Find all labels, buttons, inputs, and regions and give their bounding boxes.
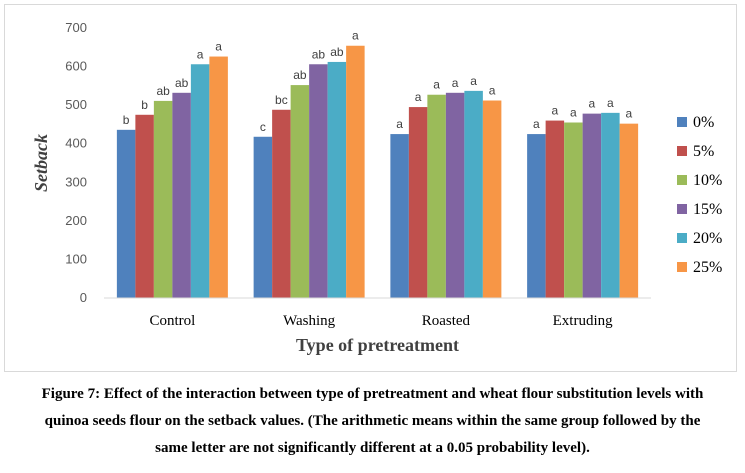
- y-axis-ticks: 0 100 200 300 400 500 600 700: [65, 20, 87, 305]
- bar: [309, 64, 328, 298]
- significance-letter: ab: [293, 68, 307, 82]
- bars: [116, 45, 639, 299]
- significance-letter: b: [141, 98, 148, 112]
- bar: [153, 100, 173, 299]
- y-tick-label: 100: [65, 251, 87, 266]
- y-tick-label: 500: [65, 97, 87, 112]
- bar: [482, 100, 502, 298]
- significance-letter: a: [452, 76, 459, 90]
- legend-label: 15%: [693, 201, 722, 218]
- caption-line-2: quinoa seeds flour on the setback values…: [44, 413, 701, 429]
- legend-swatch: [677, 233, 687, 243]
- significance-letter: a: [552, 104, 559, 118]
- significance-letter: ab: [156, 84, 170, 98]
- significance-letter: a: [533, 117, 540, 131]
- bar: [346, 45, 365, 298]
- significance-letter: a: [215, 40, 222, 54]
- legend-label: 0%: [693, 114, 714, 131]
- significance-letter: a: [489, 84, 496, 98]
- y-tick-label: 400: [65, 136, 87, 151]
- significance-letter: a: [352, 29, 359, 43]
- x-category-label: Washing: [283, 313, 336, 329]
- bar: [253, 136, 273, 298]
- legend-swatch: [677, 262, 687, 272]
- bar: [408, 107, 428, 298]
- bar: [582, 113, 602, 298]
- chart-frame: 0 100 200 300 400 500 600 700 b b ab ab a a c bc ab ab ab…: [4, 4, 737, 372]
- legend-label: 25%: [693, 259, 722, 276]
- significance-letter: a: [470, 74, 477, 88]
- legend: 0% 5% 10% 15% 20% 25%: [677, 114, 722, 276]
- caption-line-3: same letter are not significantly differ…: [155, 440, 590, 456]
- significance-letter: a: [415, 90, 422, 104]
- bar: [190, 64, 210, 298]
- caption-line-1: Figure 7: Effect of the interaction betw…: [41, 386, 704, 402]
- bar: [390, 134, 409, 298]
- x-category-label: Roasted: [422, 313, 471, 329]
- bar: [545, 120, 565, 298]
- bar: [290, 85, 310, 298]
- x-axis-categories: Control Washing Roasted Extruding: [149, 313, 613, 329]
- bar: [327, 61, 347, 298]
- bar: [116, 129, 136, 298]
- bar: [619, 123, 639, 299]
- significance-letter: ab: [330, 45, 344, 59]
- legend-swatch: [677, 146, 687, 156]
- bar: [427, 94, 446, 298]
- legend-swatch: [677, 117, 687, 127]
- bar: [172, 92, 191, 298]
- significance-letter: b: [123, 113, 130, 127]
- bar: [135, 114, 154, 299]
- significance-letter: a: [396, 117, 403, 131]
- significance-letter: ab: [312, 47, 326, 61]
- y-tick-label: 200: [65, 213, 87, 228]
- y-tick-label: 300: [65, 174, 87, 189]
- bar: [464, 90, 483, 298]
- legend-swatch: [677, 204, 687, 214]
- y-tick-label: 0: [80, 290, 87, 305]
- bar: [527, 134, 546, 298]
- figure-caption: Figure 7: Effect of the interaction betw…: [0, 381, 745, 462]
- significance-letter: a: [433, 78, 440, 92]
- y-tick-label: 700: [65, 20, 87, 35]
- significance-letter: a: [626, 107, 633, 121]
- bar: [564, 122, 583, 298]
- significance-letter: a: [197, 47, 204, 61]
- legend-swatch: [677, 175, 687, 185]
- x-category-label: Extruding: [553, 313, 613, 329]
- legend-label: 5%: [693, 143, 714, 160]
- significance-letter: c: [260, 120, 266, 134]
- x-axis-title: Type of pretreatment: [296, 335, 459, 355]
- y-axis-title: Setback: [31, 134, 51, 192]
- significance-letter: bc: [275, 93, 288, 107]
- bar: [601, 112, 620, 298]
- significance-letter: ab: [175, 76, 189, 90]
- significance-letter: a: [589, 97, 596, 111]
- x-category-label: Control: [149, 313, 195, 329]
- bar: [445, 92, 465, 298]
- significance-letter: a: [570, 106, 577, 120]
- significance-letter: a: [607, 96, 614, 110]
- legend-label: 20%: [693, 230, 722, 247]
- bar: [209, 56, 228, 298]
- bar: [272, 109, 291, 299]
- y-tick-label: 600: [65, 59, 87, 74]
- legend-label: 10%: [693, 172, 722, 189]
